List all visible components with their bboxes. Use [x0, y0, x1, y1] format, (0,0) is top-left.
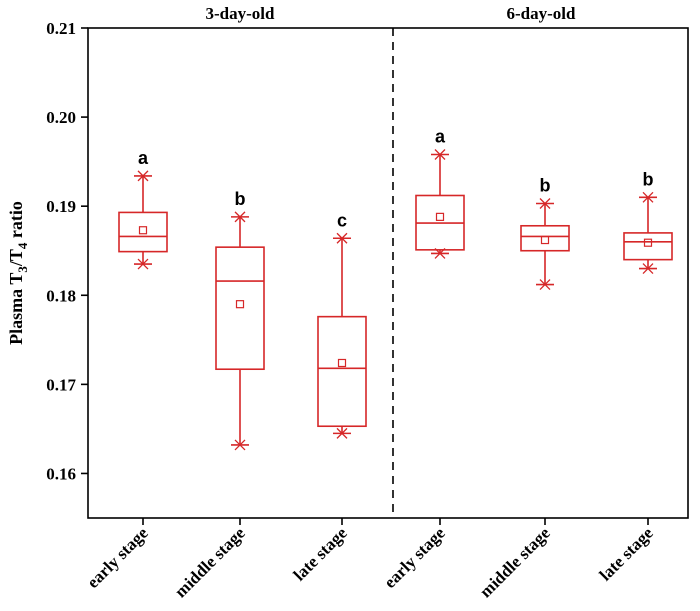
significance-letter: b — [540, 176, 551, 196]
box-3: c — [317, 210, 367, 439]
min-marker — [642, 263, 654, 275]
y-tick-label: 0.21 — [46, 19, 76, 38]
min-marker — [137, 258, 149, 270]
iqr-box — [215, 246, 265, 371]
box-4: a — [415, 127, 465, 259]
mean-marker — [337, 358, 347, 368]
mean-marker — [138, 226, 148, 235]
x-tick-label: late stage — [596, 523, 657, 584]
x-tick-label: late stage — [290, 523, 351, 584]
iqr-box — [118, 211, 168, 253]
iqr-box — [623, 232, 673, 261]
x-axis: early stage middle stage late stage early s… — [83, 518, 657, 601]
min-marker — [234, 439, 246, 451]
min-marker — [539, 279, 551, 291]
y-tick-label: 0.18 — [46, 286, 76, 305]
box-5: b — [520, 176, 570, 291]
x-tick-label: middle stage — [171, 523, 249, 601]
x-tick-label: early stage — [380, 523, 449, 592]
y-tick-label: 0.19 — [46, 197, 76, 216]
max-marker — [434, 149, 446, 160]
y-axis-label: Plasma T3/T4 ratio — [6, 201, 30, 345]
max-marker — [539, 198, 551, 209]
max-marker — [137, 170, 149, 182]
plot-frame — [87, 27, 689, 519]
min-marker — [336, 427, 348, 439]
max-marker — [234, 211, 246, 223]
iqr-box — [520, 224, 570, 252]
group-label: 3-day-old — [206, 4, 276, 23]
significance-letter: b — [643, 169, 654, 189]
y-tick-label: 0.16 — [46, 464, 76, 483]
x-tick-label: early stage — [83, 523, 152, 592]
max-marker — [642, 191, 654, 203]
max-marker — [336, 232, 348, 244]
mean-marker — [643, 238, 653, 247]
box-6: b — [623, 169, 673, 275]
y-tick-label: 0.17 — [46, 375, 76, 394]
mean-marker — [435, 212, 445, 221]
significance-letter: b — [235, 189, 246, 209]
y-axis: 0.16 0.17 0.18 0.19 0.20 0.21 — [46, 19, 88, 483]
significance-letter: a — [138, 148, 149, 168]
mean-marker — [540, 235, 550, 245]
y-tick-label: 0.20 — [46, 108, 76, 127]
group-labels: 3-day-old 6-day-old — [206, 4, 577, 23]
iqr-box — [317, 315, 367, 428]
group-label: 6-day-old — [507, 4, 577, 23]
significance-letter: a — [435, 127, 446, 147]
significance-letter: c — [337, 210, 347, 230]
x-tick-label: middle stage — [476, 523, 554, 601]
box-series: a b c a b b — [118, 127, 673, 451]
box-1: a — [118, 148, 168, 270]
box-2: b — [215, 189, 265, 451]
mean-marker — [235, 300, 245, 309]
